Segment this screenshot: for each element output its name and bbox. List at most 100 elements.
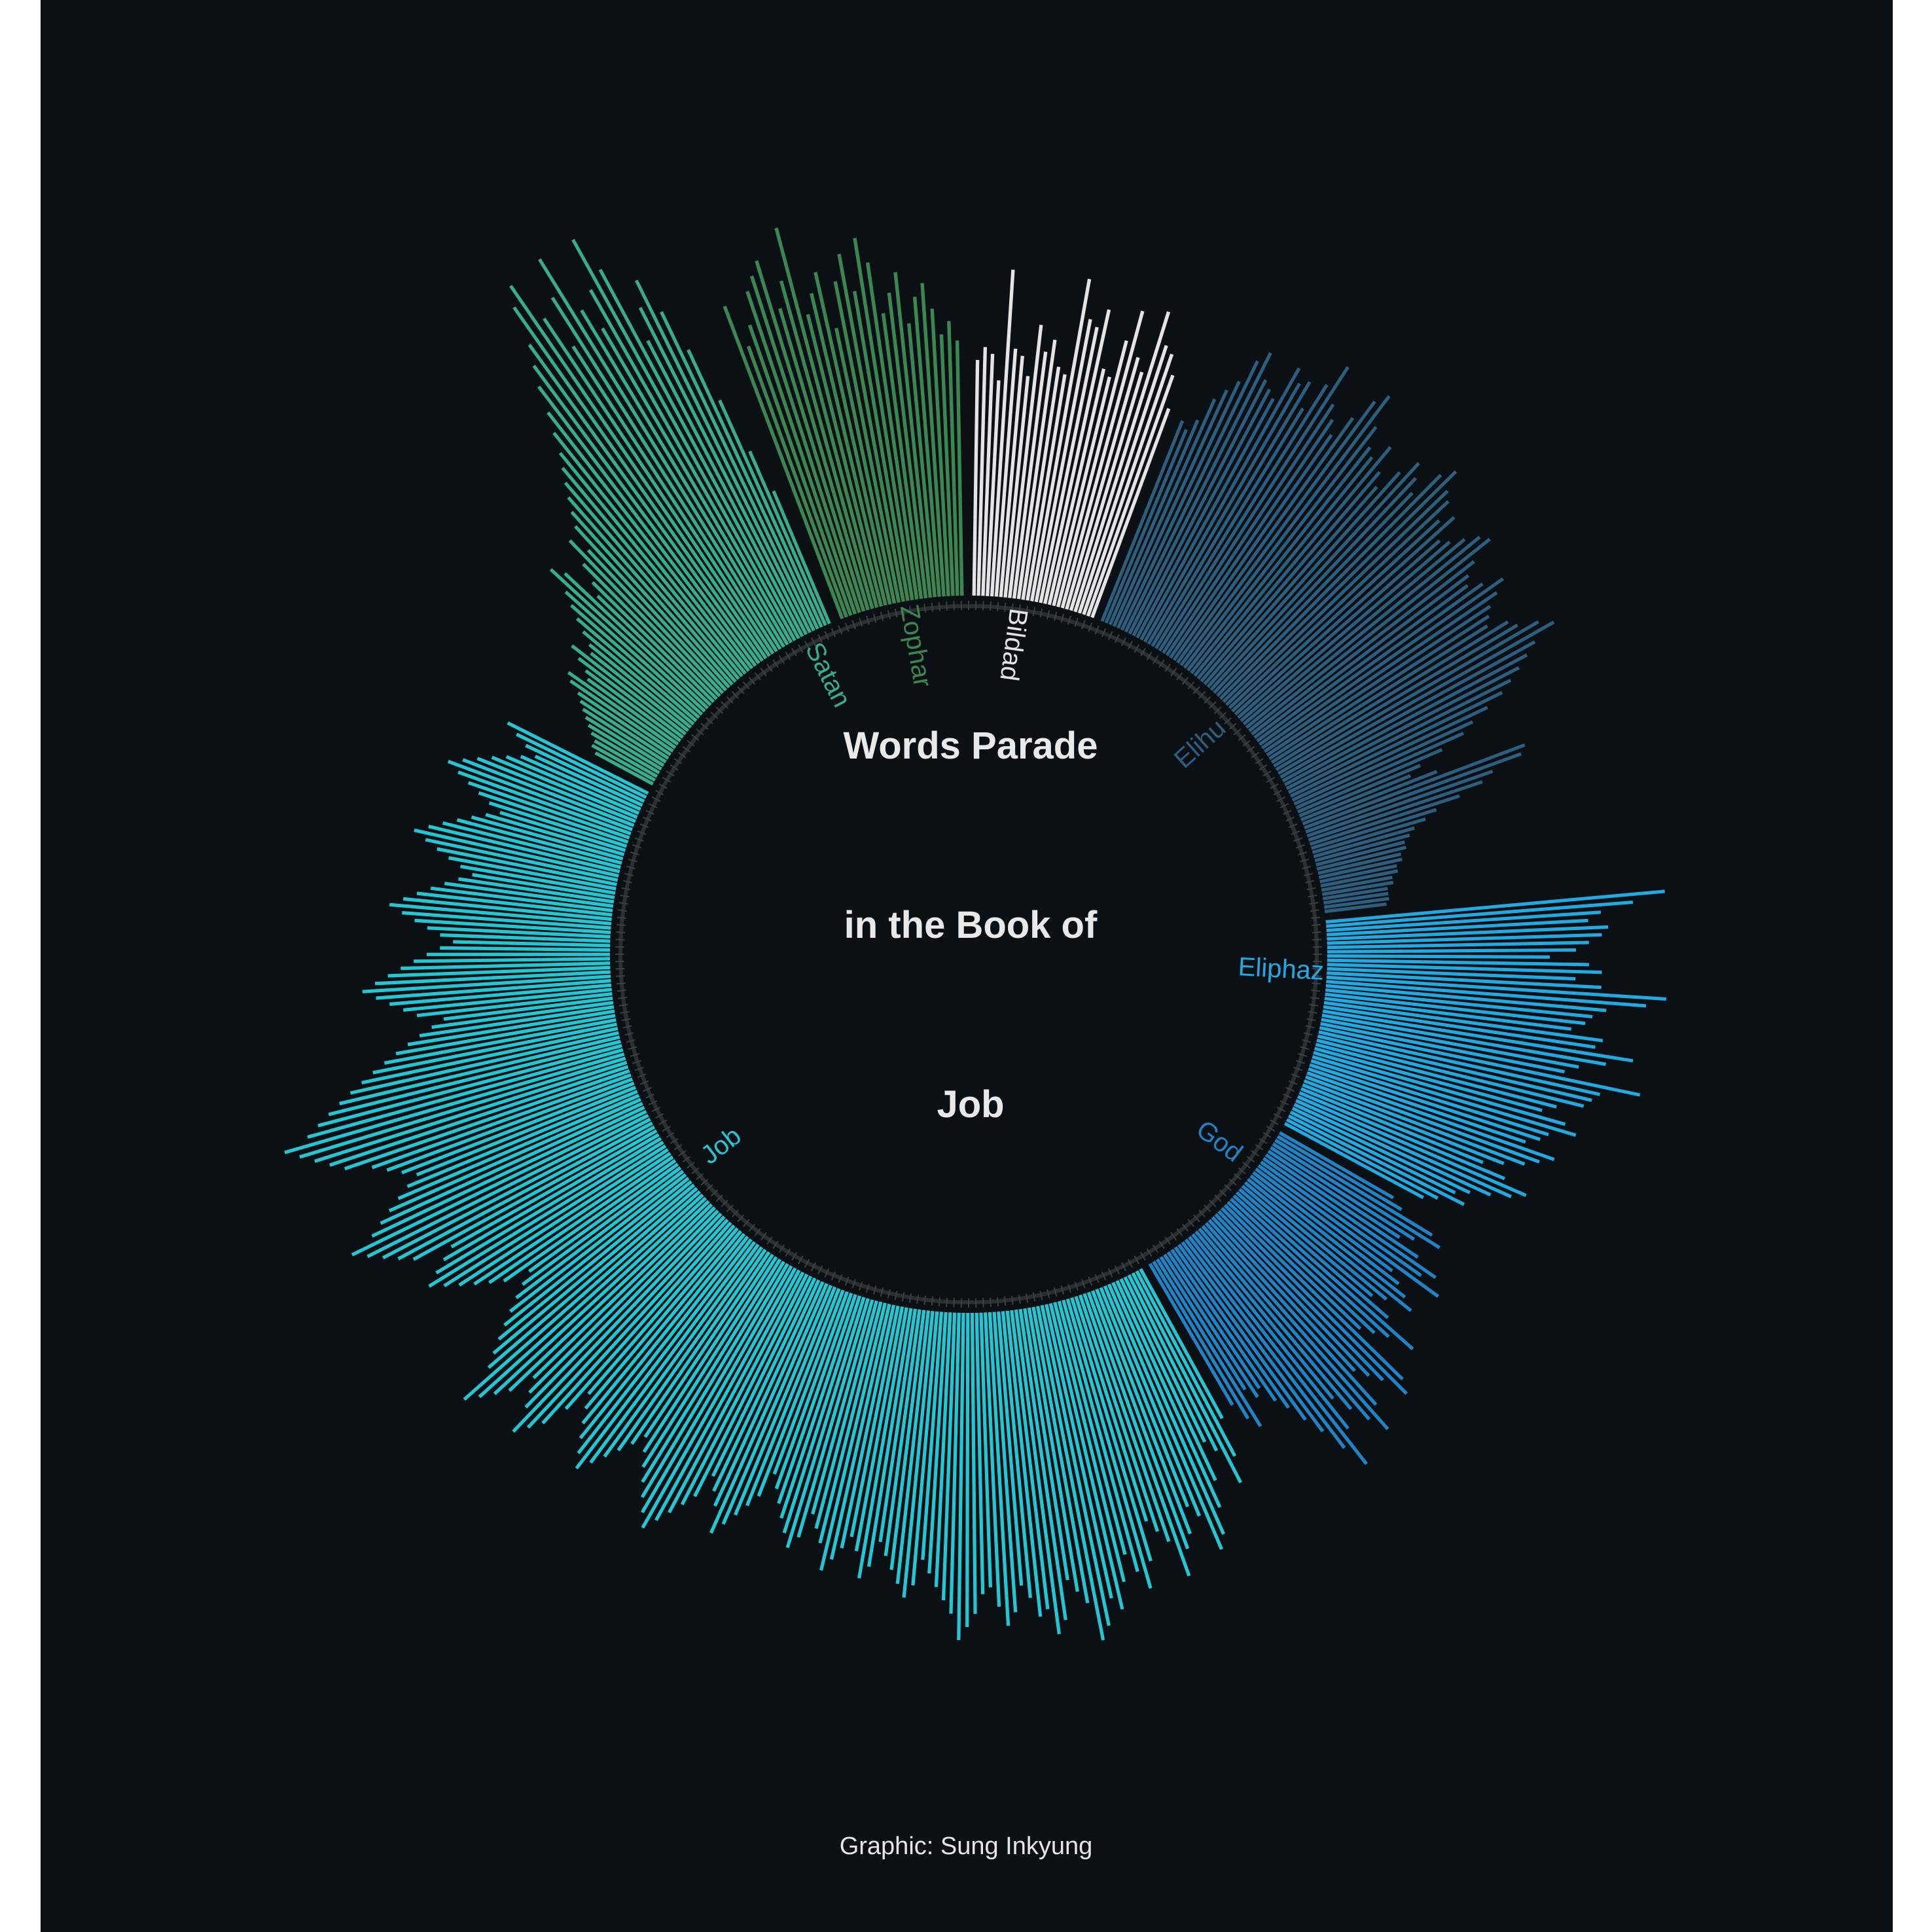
ring-tick [1107, 1268, 1113, 1278]
bar-elihu [1323, 897, 1389, 909]
bar-satan [577, 691, 672, 757]
bar-job [772, 1289, 845, 1475]
bar-bildad [1047, 368, 1106, 605]
bar-job [643, 1251, 771, 1439]
ring-tick [1164, 1236, 1172, 1245]
bar-job [884, 1309, 921, 1556]
ring-tick [760, 1232, 767, 1241]
bar-satan [552, 431, 747, 675]
bar-job [397, 1094, 640, 1200]
ring-tick [1081, 1279, 1086, 1289]
bar-elihu [1285, 666, 1520, 791]
bar-job [850, 1305, 900, 1537]
bar-zophar [853, 291, 910, 601]
bar-job [921, 1312, 944, 1560]
bar-job [487, 1187, 698, 1369]
bar-job [515, 1170, 685, 1300]
ring-tick [1032, 607, 1036, 617]
bar-job [970, 1312, 977, 1614]
ring-tick [1273, 789, 1282, 796]
ring-tick [682, 1156, 691, 1163]
bar-elihu [1261, 577, 1505, 750]
bar-satan [586, 677, 679, 746]
ring-tick [804, 641, 810, 650]
ring-tick [1273, 1113, 1282, 1119]
bar-god [1274, 1138, 1433, 1237]
bar-satan [570, 603, 700, 719]
bar-job [1031, 1306, 1090, 1603]
bar-zophar [814, 272, 892, 605]
bar-job [796, 1298, 870, 1538]
bar-job [902, 1310, 935, 1598]
ring-tick [620, 1011, 630, 1014]
ring-tick [844, 622, 850, 632]
bar-job [654, 1267, 797, 1522]
ring-tick [1158, 659, 1165, 668]
bar-eliphaz [1326, 975, 1666, 1001]
bar-elihu [1100, 420, 1185, 622]
bar-eliphaz [1325, 984, 1607, 1012]
bar-god [1264, 1153, 1419, 1259]
ring-tick [1310, 909, 1319, 912]
ring-tick [1187, 1219, 1194, 1227]
ring-tick [1101, 1271, 1107, 1281]
bar-job [427, 926, 611, 939]
bar-bildad [990, 270, 1015, 597]
bar-job [453, 940, 611, 948]
bar-job [1070, 1297, 1153, 1562]
ring-tick [1312, 931, 1321, 933]
bar-job [1127, 1274, 1219, 1452]
bar-zophar [747, 324, 853, 617]
bar-satan [538, 258, 782, 651]
bar-satan [570, 510, 730, 689]
bar-eliphaz [1315, 1043, 1557, 1109]
ring-tick [1300, 858, 1310, 863]
ring-tick [622, 880, 632, 884]
bar-bildad [999, 355, 1024, 598]
bar-eliphaz [1325, 988, 1593, 1019]
ring-tick [687, 1162, 695, 1169]
speaker-label-elihu: Elihu [1169, 713, 1232, 774]
ring-tick [637, 1073, 647, 1079]
bar-elihu [1314, 833, 1410, 863]
ring-tick [1067, 615, 1072, 625]
bar-elihu [1319, 864, 1397, 884]
bar-job [1062, 1299, 1139, 1572]
ring-tick [1255, 1144, 1264, 1151]
ring-tick [743, 681, 750, 690]
bar-job [473, 1152, 671, 1286]
speaker-label-satan: Satan [800, 637, 857, 711]
bar-satan [660, 311, 815, 632]
ring-tick [1214, 706, 1222, 714]
ring-tick [616, 982, 626, 985]
bar-bildad [1008, 325, 1043, 598]
ring-tick [1198, 691, 1206, 699]
ring-tick [938, 601, 940, 611]
bar-god [1267, 1149, 1401, 1239]
bar-satan [571, 238, 796, 641]
bar-elihu [1320, 869, 1399, 888]
bar-job [711, 1275, 813, 1477]
ring-tick [721, 1200, 728, 1208]
bar-elihu [1308, 780, 1483, 842]
bar-job [709, 1281, 825, 1534]
ring-tick [754, 1228, 761, 1236]
speaker-label-god: God [1191, 1115, 1248, 1168]
inner-ring [615, 601, 1322, 1308]
ring-tick [811, 637, 816, 647]
bar-job [603, 1243, 760, 1458]
bar-job [895, 1310, 931, 1584]
ring-tick [1255, 758, 1264, 764]
ring-tick [880, 1287, 884, 1297]
bar-satan [546, 411, 751, 672]
ring-tick [1146, 651, 1153, 660]
bar-elihu [1263, 591, 1498, 753]
bar-job [349, 1031, 619, 1095]
ring-tick [1134, 1255, 1139, 1264]
ring-tick [901, 1292, 905, 1302]
bar-job [829, 1303, 891, 1560]
ring-tick [1181, 677, 1189, 685]
bar-job [488, 801, 628, 848]
ring-tick [1303, 1032, 1313, 1036]
bar-elihu [1209, 461, 1420, 691]
